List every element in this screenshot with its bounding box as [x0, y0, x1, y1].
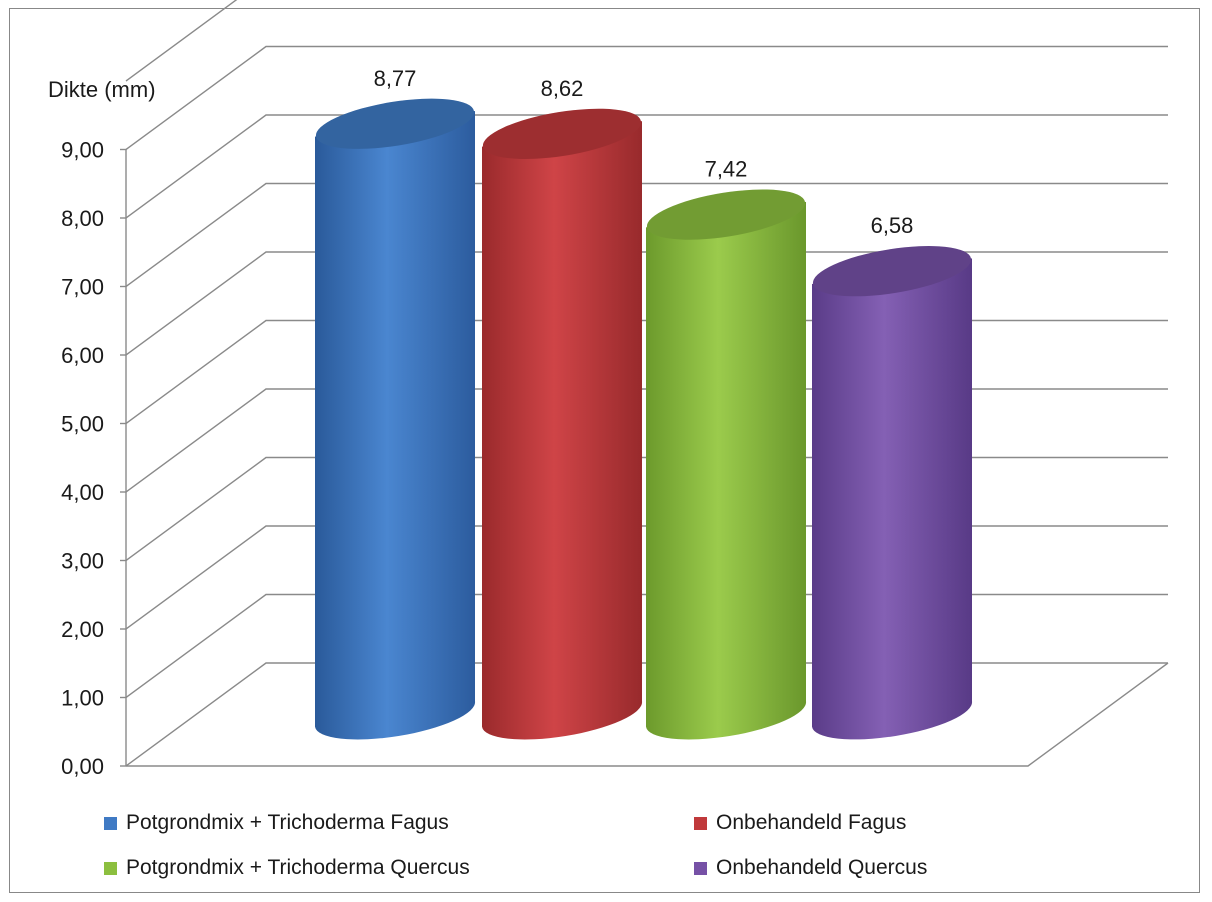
y-tick-label: 6,00	[61, 343, 104, 368]
data-label: 7,42	[705, 157, 748, 182]
gridline	[125, 45, 1168, 151]
bar-1	[315, 98, 476, 740]
gridline	[125, 114, 1168, 219]
bar-4	[812, 246, 973, 740]
y-axis-title: Dikte (mm)	[48, 77, 156, 102]
y-tick-label: 3,00	[61, 549, 104, 574]
legend-item: Potgrondmix + Trichoderma Quercus	[104, 856, 470, 880]
y-tick-label: 7,00	[61, 275, 104, 300]
gridline	[125, 251, 1168, 356]
legend-swatch	[694, 861, 707, 875]
bar-top-shade	[315, 98, 475, 149]
y-tick-label: 9,00	[61, 138, 104, 163]
legend-label: Onbehandeld Quercus	[716, 856, 928, 879]
floor-outline	[126, 662, 1169, 767]
bar-top	[315, 98, 475, 149]
gridline	[125, 0, 238, 82]
chart-frame	[9, 8, 1200, 893]
legend-item: Onbehandeld Fagus	[694, 811, 906, 835]
y-tick-label: 4,00	[61, 480, 104, 505]
bar-top-shade	[646, 189, 806, 240]
legend-item: Onbehandeld Quercus	[694, 856, 927, 880]
bar-body	[646, 201, 807, 740]
bar-3	[646, 189, 807, 740]
bar-2	[482, 108, 643, 740]
legend-swatch	[104, 861, 117, 875]
data-label: 6,58	[871, 213, 914, 238]
bar-top-shade	[812, 246, 972, 297]
bar-top	[482, 108, 642, 160]
legend-label: Potgrondmix + Trichoderma Fagus	[126, 811, 449, 834]
data-label: 8,62	[541, 76, 584, 101]
bar-top-shade	[482, 108, 642, 160]
data-label: 8,77	[374, 66, 417, 91]
y-tick-label: 5,00	[61, 412, 104, 437]
y-tick-label: 2,00	[61, 617, 104, 642]
legend-label: Potgrondmix + Trichoderma Quercus	[126, 856, 470, 879]
bar-body	[812, 258, 973, 740]
bar-body	[315, 110, 476, 740]
y-tick-label: 8,00	[61, 206, 104, 231]
legend-swatch	[104, 816, 117, 830]
legend-label: Onbehandeld Fagus	[716, 811, 907, 834]
legend-item: Potgrondmix + Trichoderma Fagus	[104, 811, 449, 835]
gridline	[125, 182, 1168, 288]
bar-top	[646, 189, 806, 240]
bar-top	[812, 246, 972, 297]
bar-body	[482, 121, 643, 740]
y-tick-label: 0,00	[61, 754, 104, 779]
y-tick-label: 1,00	[61, 686, 104, 711]
legend-swatch	[694, 816, 707, 830]
